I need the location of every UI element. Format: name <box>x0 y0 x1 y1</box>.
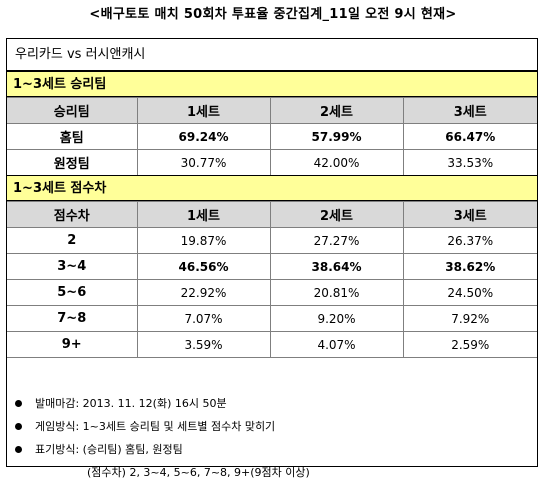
column-header: 점수차 <box>7 201 138 228</box>
row-label: 3~4 <box>7 253 138 280</box>
note-item: 게임방식: 1~3세트 승리팀 및 세트별 점수차 맞히기 <box>15 417 276 437</box>
table-cell: 4.07% <box>269 331 404 358</box>
margin-section-heading: 1~3세트 점수차 <box>7 175 537 201</box>
table-cell: 9.20% <box>269 305 404 332</box>
table-cell: 2.59% <box>402 331 537 358</box>
winner-table: 승리팀 1세트 2세트 3세트 홈팀 69.24% 57.99% 66.47% … <box>7 97 537 176</box>
winner-header-row: 승리팀 1세트 2세트 3세트 <box>7 97 537 124</box>
column-header: 1세트 <box>136 97 271 124</box>
margin-header-row: 점수차 1세트 2세트 3세트 <box>7 201 537 228</box>
table-cell: 20.81% <box>269 279 404 306</box>
note-text: 표기방식: (승리팀) 홈팀, 원정팀 <box>35 443 183 456</box>
table-row: 3~4 46.56% 38.64% 38.62% <box>7 253 537 280</box>
table-row: 원정팀 30.77% 42.00% 33.53% <box>7 149 537 176</box>
table-row: 홈팀 69.24% 57.99% 66.47% <box>7 123 537 150</box>
table-cell: 57.99% <box>269 123 404 150</box>
table-row: 5~6 22.92% 20.81% 24.50% <box>7 279 537 306</box>
table-cell: 46.56% <box>136 253 271 280</box>
column-header: 3세트 <box>402 201 537 228</box>
margin-table: 점수차 1세트 2세트 3세트 2 19.87% 27.27% 26.37% 3… <box>7 201 537 358</box>
table-row: 9+ 3.59% 4.07% 2.59% <box>7 331 537 358</box>
table-cell: 30.77% <box>136 149 271 176</box>
note-item: 발매마감: 2013. 11. 12(화) 16시 50분 <box>15 394 227 414</box>
match-name: 우리카드 vs 러시앤캐시 <box>7 39 537 71</box>
table-cell: 7.07% <box>136 305 271 332</box>
table-cell: 24.50% <box>402 279 537 306</box>
table-cell: 7.92% <box>402 305 537 332</box>
table-row: 7~8 7.07% 9.20% 7.92% <box>7 305 537 332</box>
column-header: 2세트 <box>269 201 404 228</box>
table-cell: 33.53% <box>402 149 537 176</box>
note-text: 발매마감: 2013. 11. 12(화) 16시 50분 <box>35 397 227 410</box>
table-cell: 26.37% <box>402 227 537 254</box>
page-title: <배구토토 매치 50회차 투표율 중간집계_11일 오전 9시 현재> <box>89 7 457 22</box>
note-item: 표기방식: (승리팀) 홈팀, 원정팀 <box>15 440 183 460</box>
vote-rate-table: 우리카드 vs 러시앤캐시 1~3세트 승리팀 승리팀 1세트 2세트 3세트 … <box>6 38 538 479</box>
table-cell: 27.27% <box>269 227 404 254</box>
table-cell: 42.00% <box>269 149 404 176</box>
column-header: 1세트 <box>136 201 271 228</box>
column-header: 3세트 <box>402 97 537 124</box>
note-text: 게임방식: 1~3세트 승리팀 및 세트별 점수차 맞히기 <box>35 420 276 433</box>
table-row: 2 19.87% 27.27% 26.37% <box>7 227 537 254</box>
row-label: 2 <box>7 227 138 254</box>
table-cell: 69.24% <box>136 123 271 150</box>
row-label: 7~8 <box>7 305 138 332</box>
row-label: 5~6 <box>7 279 138 306</box>
bullet-icon <box>15 400 22 407</box>
table-cell: 38.64% <box>269 253 404 280</box>
table-cell: 66.47% <box>402 123 537 150</box>
bullet-icon <box>15 446 22 453</box>
bullet-icon <box>15 423 22 430</box>
table-cell: 38.62% <box>402 253 537 280</box>
row-label: 9+ <box>7 331 138 358</box>
row-label: 홈팀 <box>7 123 138 150</box>
row-label: 원정팀 <box>7 149 138 176</box>
column-header: 승리팀 <box>7 97 138 124</box>
note-sub-text: (점수차) 2, 3~4, 5~6, 7~8, 9+(9점차 이상) <box>87 466 310 479</box>
column-header: 2세트 <box>269 97 404 124</box>
table-cell: 3.59% <box>136 331 271 358</box>
table-cell: 19.87% <box>136 227 271 254</box>
winner-section-heading: 1~3세트 승리팀 <box>7 71 537 97</box>
table-cell: 22.92% <box>136 279 271 306</box>
